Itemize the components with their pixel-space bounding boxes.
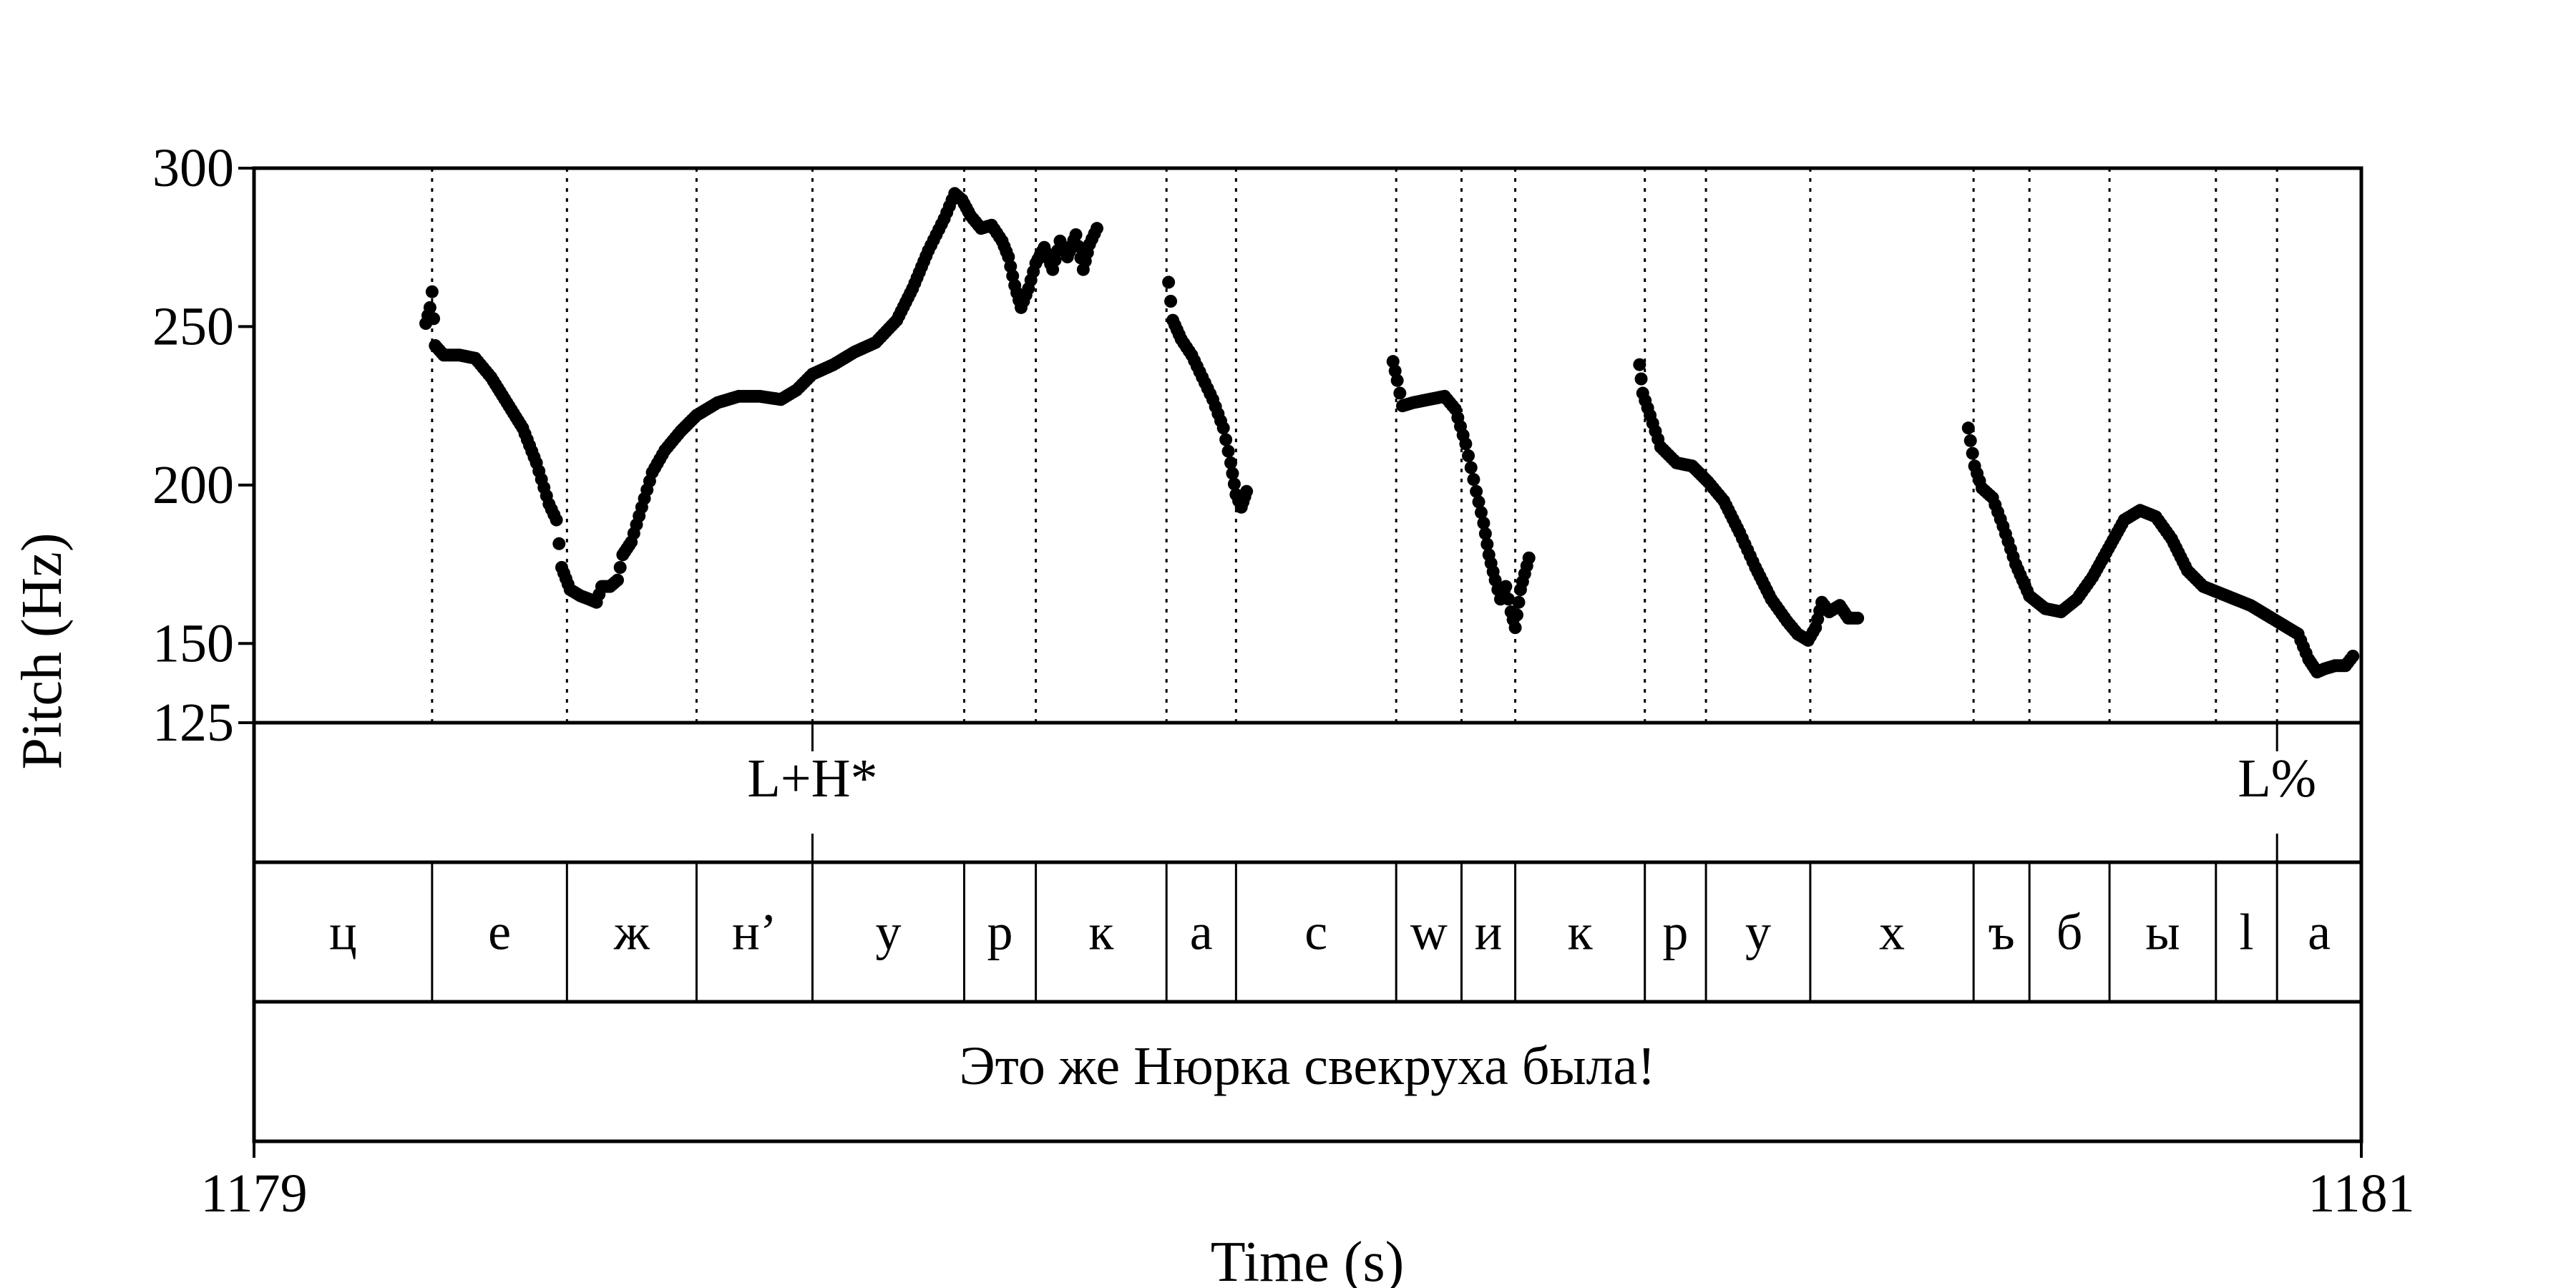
pitch-point xyxy=(1522,551,1536,565)
pitch-point xyxy=(1219,433,1233,447)
pitch-point xyxy=(1478,527,1492,540)
segment-label: е xyxy=(488,904,511,961)
pitch-point xyxy=(1459,437,1473,451)
y-tick-label: 250 xyxy=(152,296,234,356)
pitch-point xyxy=(613,561,627,574)
pitch-point xyxy=(2346,650,2360,663)
tone-label: L+H* xyxy=(747,748,877,809)
pitch-point xyxy=(1477,517,1491,530)
panel-frames xyxy=(252,166,2363,1143)
pitch-point xyxy=(423,301,436,314)
segment-label: б xyxy=(2057,904,2083,961)
x-axis-title: Time (s) xyxy=(1211,1231,1404,1288)
pitch-point xyxy=(1511,608,1524,622)
pitch-points xyxy=(419,187,2360,679)
segment-label: ъ xyxy=(1989,904,2015,961)
pitch-point xyxy=(1467,473,1480,487)
pitch-point xyxy=(1508,621,1522,635)
sentence-label: Это же Нюрка свекруха была! xyxy=(959,1036,1655,1096)
segment-label: а xyxy=(1190,904,1213,961)
pitch-point xyxy=(1227,477,1241,491)
pitch-point xyxy=(1961,421,1975,435)
pitch-point xyxy=(1221,444,1235,458)
pitch-point xyxy=(1474,506,1488,519)
y-axis-title: Pitch (Hz) xyxy=(11,532,74,769)
pitch-point xyxy=(425,285,439,298)
segment-labels: ц е ж н’ у р к а с w и к р у х ъ б ы l а xyxy=(329,904,2331,961)
pitch-point xyxy=(1499,580,1513,593)
segment-label: w xyxy=(1410,904,1448,961)
segment-label: у xyxy=(875,904,901,961)
segment-label: у xyxy=(1745,904,1771,961)
pitch-point xyxy=(1963,434,1977,447)
pitch-point xyxy=(1216,421,1230,435)
pitch-point xyxy=(1162,275,1176,289)
tone-markers: L+H* L% xyxy=(747,723,2316,862)
pitch-point xyxy=(550,513,563,527)
segment-label: к xyxy=(1568,904,1594,961)
segment-label: и xyxy=(1475,904,1503,961)
pitch-point xyxy=(1226,467,1239,480)
pitch-point xyxy=(1069,228,1083,241)
sentence-tier-frame xyxy=(252,1000,2363,1143)
pitch-point xyxy=(1472,495,1485,509)
pitch-point xyxy=(1512,595,1526,609)
pitch-point xyxy=(1851,611,1865,625)
pitch-point xyxy=(427,312,441,326)
y-tick-label: 300 xyxy=(152,138,234,198)
x-tick-label-end: 1181 xyxy=(2308,1163,2414,1224)
pitch-point xyxy=(1633,358,1646,371)
segment-label: х xyxy=(1879,904,1905,961)
pitch-point xyxy=(1393,386,1407,400)
pitch-point xyxy=(1502,592,1516,606)
pitch-point xyxy=(1390,374,1404,387)
x-tick-label-start: 1179 xyxy=(200,1163,307,1224)
segment-label: к xyxy=(1088,904,1114,961)
pitch-point xyxy=(1470,484,1483,498)
y-tick-label: 125 xyxy=(152,693,234,753)
pitch-point xyxy=(1462,449,1475,462)
pitch-point xyxy=(1224,456,1238,469)
pitch-point xyxy=(1966,447,1979,460)
tone-label: L% xyxy=(2238,748,2316,809)
segment-dividers xyxy=(431,862,2278,1002)
segment-label: с xyxy=(1304,904,1327,961)
pitch-point xyxy=(552,537,566,550)
segment-label: р xyxy=(987,904,1013,961)
segment-label: ц xyxy=(329,904,357,961)
segment-label: l xyxy=(2239,904,2253,961)
segment-label: ы xyxy=(2145,904,2180,961)
segment-label: ж xyxy=(613,904,650,961)
pitch-point xyxy=(1480,537,1494,551)
y-tick-label: 150 xyxy=(152,613,234,673)
segment-label: а xyxy=(2308,904,2331,961)
y-axis: 300 250 200 150 125 xyxy=(152,138,254,753)
pitch-point xyxy=(611,573,625,587)
pitch-point xyxy=(1164,295,1178,308)
pitch-point xyxy=(1071,240,1085,253)
y-tick-label: 200 xyxy=(152,455,234,515)
segment-label: р xyxy=(1662,904,1688,961)
pitch-point xyxy=(1240,484,1254,498)
segment-label: н’ xyxy=(732,904,777,961)
pitch-point xyxy=(1091,222,1103,235)
pitch-point xyxy=(1464,461,1478,474)
pitch-point xyxy=(1634,372,1648,386)
